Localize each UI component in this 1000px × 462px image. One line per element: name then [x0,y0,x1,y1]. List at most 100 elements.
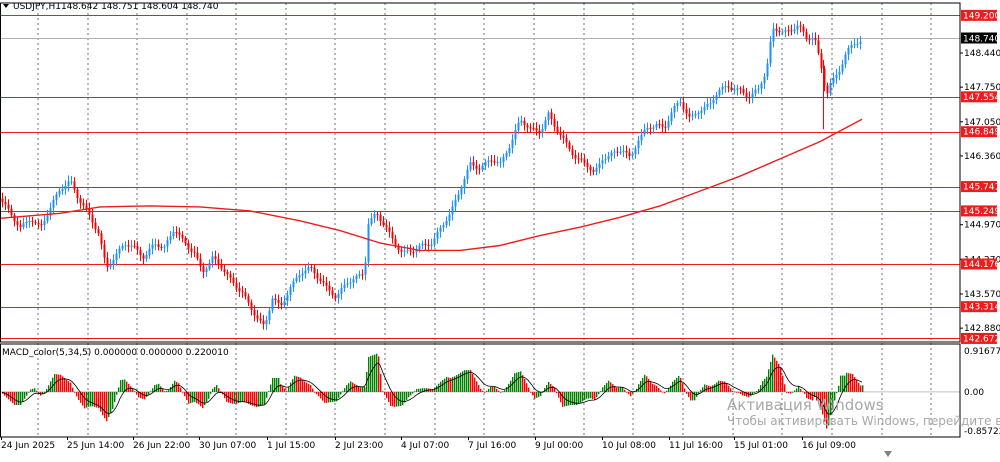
candle-body [826,85,829,94]
candle-body [238,288,241,292]
macd-bar [790,391,792,394]
candle-body [310,267,313,269]
macd-bar [248,391,250,404]
macd-bar [488,388,490,392]
macd-bar [754,391,756,393]
macd-bar [386,391,388,399]
macd-bar [336,391,338,402]
candle-body [496,161,499,163]
macd-bar [46,389,48,392]
macd-bar [474,377,476,392]
macd-bar [740,391,742,395]
candle-body [214,256,217,260]
macd-bar [62,376,64,392]
macd-bar [578,391,580,404]
macd-bar [280,384,282,392]
macd-bar [582,391,584,402]
candle-body [748,97,751,99]
candle-body [139,250,142,256]
candle-body [733,89,736,91]
macd-bar [194,391,196,402]
macd-bar [92,391,94,407]
candle-body [772,28,775,42]
macd-bar [464,370,466,392]
macd-bar [484,391,486,393]
macd-bar [780,367,782,392]
price-level-tag [961,258,997,270]
macd-bar [414,391,416,393]
price-axis[interactable]: 148.440147.750147.050146.360144.970144.2… [960,9,1000,437]
candle-body [283,301,286,306]
candle-body [475,165,478,169]
candle-body [199,258,202,267]
macd-bar [208,391,210,399]
macd-bar [124,379,126,392]
macd-bar [544,388,546,392]
candle-body [280,302,283,306]
macd-bar [362,387,364,392]
macd-bar [244,391,246,403]
candle-body [556,126,559,133]
candle-body [217,259,220,265]
macd-bar [700,390,702,392]
macd-bar [726,383,728,392]
macd-bar [498,390,500,392]
macd-bar [842,375,844,392]
macd-bar [122,379,124,392]
macd-bar [36,390,38,392]
candle-body [526,125,529,128]
candle-body [388,227,391,232]
candle-body [358,274,361,276]
macd-bar [64,378,66,392]
candle-body [400,249,403,252]
candle-body [853,44,856,46]
candle-body [244,292,247,297]
time-tick-label: 1 Jul 15:00 [267,441,316,451]
macd-bar [436,385,438,392]
candle-body [361,274,364,276]
candle-body [736,88,739,90]
candle-body [145,254,148,259]
macd-bar [796,388,798,392]
macd-bar [142,391,144,399]
macd-bar [260,391,262,406]
candle-body [637,140,640,149]
macd-bar [752,391,754,395]
candle-body [808,39,811,41]
macd-bar [398,391,400,407]
macd-bar [370,356,372,392]
candle-body [370,218,373,225]
macd-bar [264,391,266,405]
macd-signal-line [1,362,863,415]
candle-body [715,95,718,100]
current-price-tag [961,32,997,44]
macd-bar [278,377,280,392]
candle-body [166,240,169,247]
candle-body [334,295,337,298]
scroll-shift-icon[interactable] [882,450,910,458]
macd-bar [446,376,448,392]
price-tick-label: 146.360 [964,152,1000,162]
macd-bar [332,391,334,402]
candle-body [424,243,427,245]
candle-body [154,244,157,246]
candle-body [121,245,124,249]
dropdown-arrow-icon[interactable] [3,4,9,8]
candle-body [205,268,208,273]
price-tick-label: 148.440 [964,49,1000,59]
macd-bar [154,385,156,392]
macd-bar [390,391,392,406]
horizontal-levels[interactable] [0,15,960,339]
macd-bar [720,381,722,392]
macd-bar [822,391,824,415]
candle-body [670,112,673,122]
macd-bar [324,391,326,403]
candle-body [814,38,817,41]
macd-bar [652,383,654,392]
macd-bar [284,388,286,392]
candle-body [679,102,682,104]
current-price-tag-label: 148.740 [963,35,1000,45]
macd-bar [202,391,204,409]
